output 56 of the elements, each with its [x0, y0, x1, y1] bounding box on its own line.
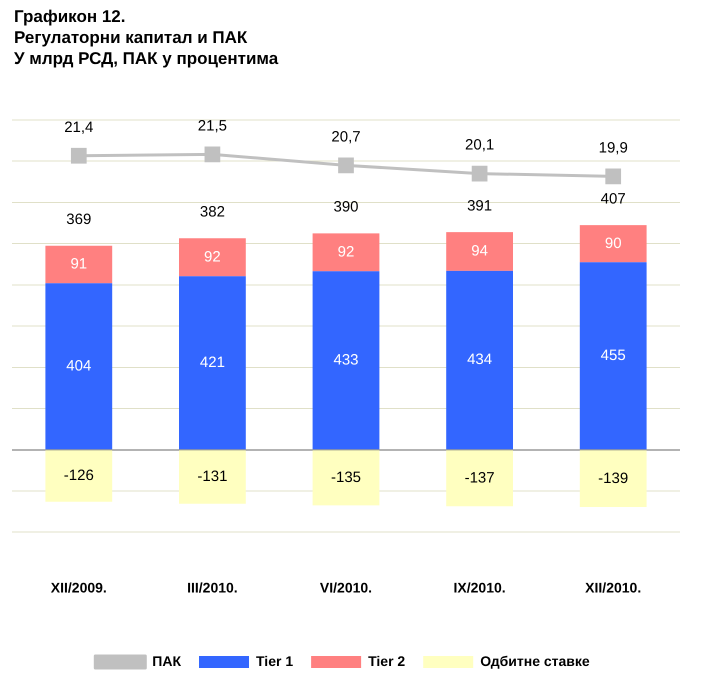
- x-tick-label: XII/2010.: [585, 579, 642, 596]
- data-label: 92: [204, 248, 221, 266]
- total-label: 390: [333, 198, 359, 216]
- legend-label: Tier 1: [256, 652, 294, 669]
- data-label: -126: [64, 467, 94, 484]
- data-label: 19,9: [598, 139, 628, 156]
- data-label: -135: [330, 468, 362, 486]
- data-label: 21,5: [198, 117, 227, 134]
- bar: [45, 246, 112, 284]
- bar: [45, 450, 112, 502]
- bar: [580, 225, 647, 262]
- bar: [179, 450, 246, 504]
- total-label: 391: [467, 197, 492, 214]
- bar: [446, 270, 513, 450]
- data-label: -139: [598, 470, 628, 487]
- data-label: 20,1: [465, 136, 494, 154]
- x-tick-label: VI/2010.: [320, 579, 372, 596]
- data-label: 433: [333, 351, 359, 368]
- data-label: -137: [464, 469, 495, 486]
- bar: [45, 283, 112, 450]
- data-label: 421: [200, 354, 225, 371]
- total-label: 382: [200, 203, 225, 220]
- data-label: 404: [66, 357, 92, 374]
- data-label: 90: [604, 234, 622, 252]
- data-label: 455: [600, 346, 626, 364]
- bar: [580, 450, 647, 508]
- legend-label: ПАК: [152, 652, 182, 669]
- point: [204, 146, 220, 162]
- bar: [446, 232, 513, 271]
- point: [472, 166, 488, 182]
- total-label: 369: [66, 210, 92, 228]
- bar: [312, 271, 380, 450]
- bar: [446, 450, 513, 506]
- bar: [312, 233, 380, 272]
- legend-label: Одбитне ставке: [480, 652, 590, 669]
- bar: [580, 262, 647, 450]
- chart-title: Графикон 12.: [14, 6, 126, 27]
- data-label: 434: [467, 351, 492, 368]
- bar: [179, 276, 246, 450]
- x-tick-label: XII/2009.: [50, 579, 107, 596]
- bar: [312, 450, 380, 506]
- data-label: 20,7: [331, 128, 361, 146]
- point: [605, 168, 622, 184]
- data-label: 21,4: [64, 118, 94, 136]
- data-label: 92: [338, 243, 354, 260]
- x-tick-label: IX/2010.: [454, 579, 506, 596]
- data-label: -131: [197, 468, 228, 486]
- point: [338, 157, 354, 174]
- point: [70, 148, 87, 164]
- data-label: 91: [70, 256, 88, 273]
- data-label: 94: [471, 242, 488, 260]
- legend-label: Tier 2: [368, 652, 406, 669]
- x-tick-label: III/2010.: [187, 579, 238, 596]
- bar: [179, 238, 246, 276]
- total-label: 407: [600, 190, 626, 208]
- chart-subtitle: Регулаторни капитал и ПАК У млрд РСД, ПАК у процентима: [14, 27, 278, 69]
